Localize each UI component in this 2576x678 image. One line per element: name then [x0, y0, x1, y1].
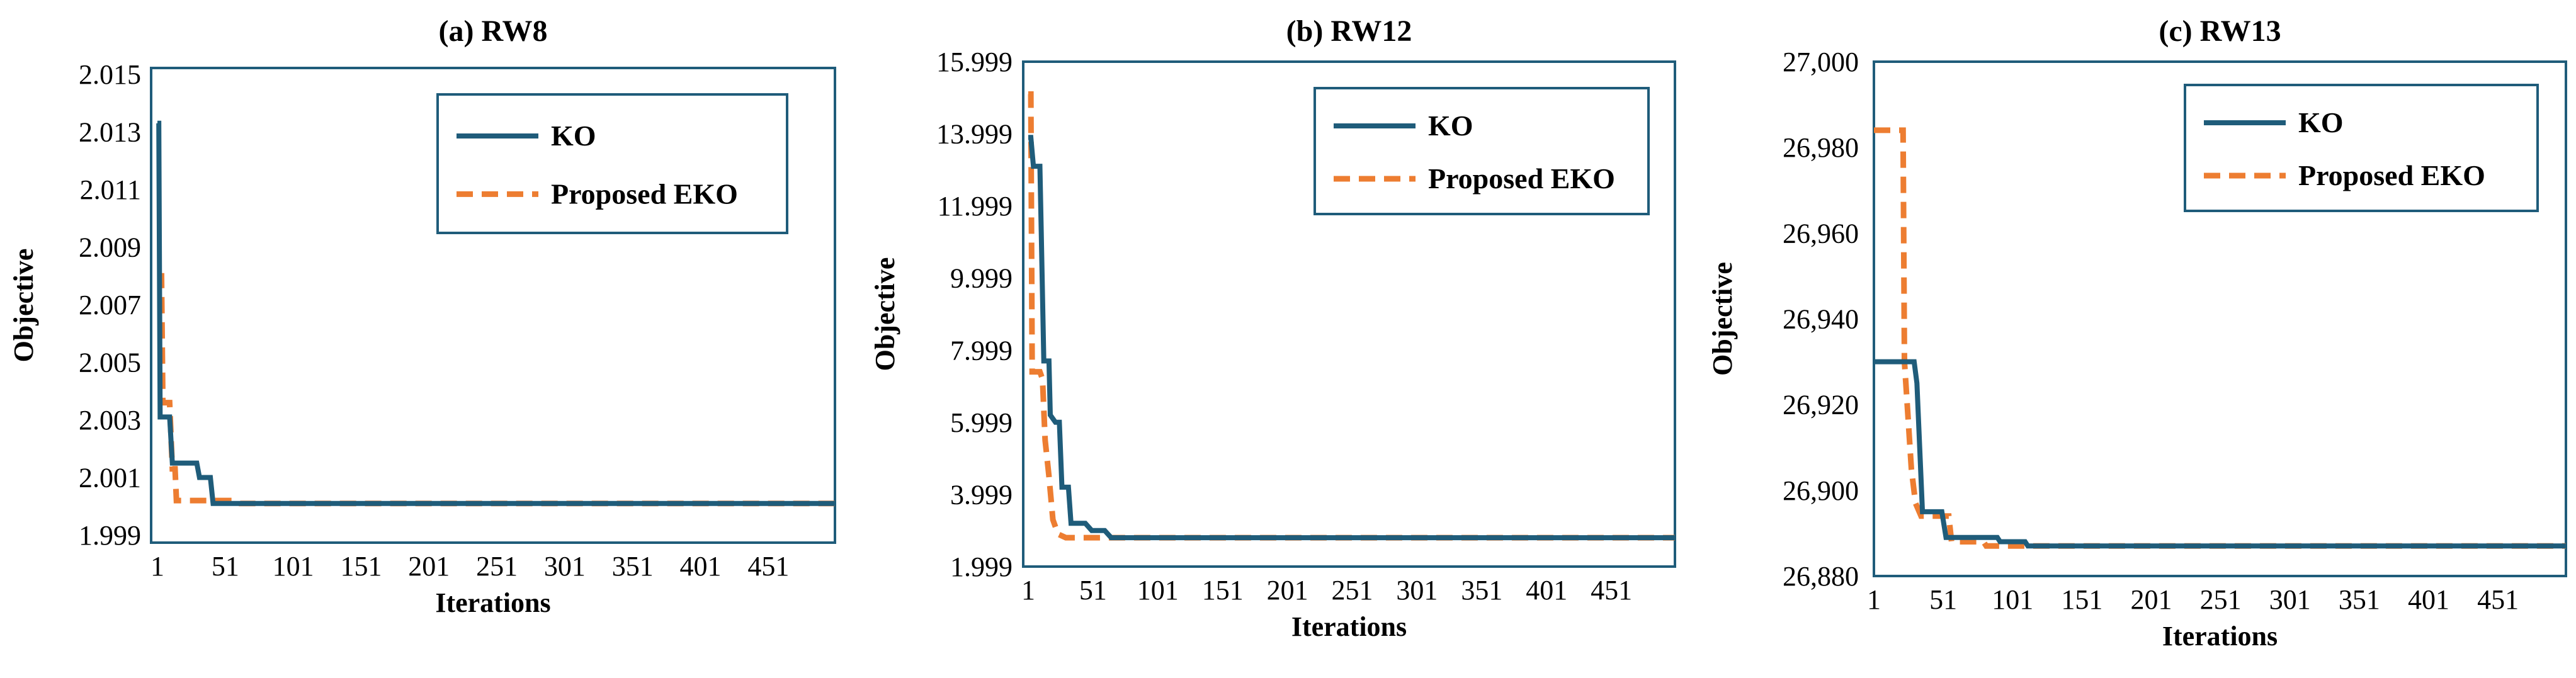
series-line-proposed-eko — [1028, 91, 1675, 541]
x-tick-label: 151 — [2061, 584, 2102, 615]
x-tick-label: 301 — [2269, 584, 2311, 615]
y-tick-label: 26,940 — [1783, 304, 1859, 335]
x-tick-label: 301 — [544, 551, 586, 582]
x-tick-label: 51 — [1079, 575, 1107, 606]
x-tick-label: 351 — [2339, 584, 2380, 615]
x-tick-label: 251 — [476, 551, 518, 582]
y-tick-label: 27,000 — [1783, 47, 1859, 77]
x-tick-label: 151 — [340, 551, 382, 582]
chart-title: (a) RW8 — [439, 14, 548, 48]
y-axis-label: Objective — [1707, 262, 1738, 376]
x-tick-label: 51 — [212, 551, 239, 582]
legend: KO Proposed EKO — [2184, 84, 2539, 212]
y-axis-label: Objective — [8, 249, 39, 363]
series-line-ko — [1028, 135, 1675, 541]
legend-label-ko: KO — [551, 120, 596, 152]
x-tick-label: 201 — [2130, 584, 2172, 615]
legend-label-proposed-eko: Proposed EKO — [2298, 159, 2485, 191]
x-tick-label: 401 — [2408, 584, 2449, 615]
x-tick-label: 401 — [680, 551, 722, 582]
y-tick-label: 2.005 — [79, 347, 141, 378]
legend-label-proposed-eko: Proposed EKO — [551, 178, 738, 210]
legend-label-proposed-eko: Proposed EKO — [1428, 162, 1615, 195]
x-tick-label: 1 — [1021, 575, 1035, 606]
y-tick-label: 9.999 — [950, 263, 1013, 294]
y-tick-label: 2.015 — [79, 59, 141, 90]
series-line-proposed-eko — [157, 273, 835, 507]
y-tick-label: 7.999 — [950, 335, 1013, 366]
x-tick-label: 101 — [1992, 584, 2033, 615]
x-tick-label: 351 — [1461, 575, 1502, 606]
y-tick-label: 1.999 — [950, 551, 1013, 582]
x-tick-label: 1 — [150, 551, 164, 582]
y-tick-label: 2.011 — [80, 174, 141, 205]
x-tick-label: 51 — [1929, 584, 1957, 615]
plot-frame — [1873, 60, 2567, 577]
chart-panel-1: (a) RW8 1.999 2.001 2.003 2.005 2.007 2.009 2.0… — [8, 14, 836, 618]
x-tick-label: 451 — [1591, 575, 1632, 606]
y-tick-label: 2.001 — [79, 463, 141, 494]
plot-frame — [150, 67, 836, 544]
y-tick-label: 15.999 — [936, 47, 1013, 77]
x-tick-label: 101 — [273, 551, 314, 582]
legend-box — [2184, 84, 2539, 212]
x-axis-label: Iterations — [1291, 611, 1407, 642]
legend-label-ko: KO — [1428, 110, 1473, 142]
y-axis-label: Objective — [870, 257, 900, 371]
x-tick-label: 251 — [1332, 575, 1373, 606]
x-tick-label: 401 — [1526, 575, 1567, 606]
series-line-ko — [156, 120, 835, 506]
x-tick-label: 451 — [747, 551, 789, 582]
x-tick-label: 201 — [408, 551, 450, 582]
legend: KO Proposed EKO — [1314, 87, 1650, 215]
y-tick-label: 3.999 — [950, 479, 1013, 510]
chart-panel-3: (c) RW13 26,880 26,900 26,920 26,940 26,960 26… — [1707, 14, 2567, 652]
x-tick-label: 201 — [1267, 575, 1308, 606]
legend-box — [1314, 87, 1650, 215]
y-tick-label: 26,900 — [1783, 475, 1859, 506]
x-tick-label: 251 — [2200, 584, 2242, 615]
legend-box — [436, 93, 788, 234]
y-tick-label: 13.999 — [936, 119, 1013, 150]
x-tick-label: 451 — [2477, 584, 2519, 615]
plot-frame — [1022, 60, 1676, 568]
y-tick-label: 2.013 — [79, 117, 141, 148]
y-tick-label: 26,980 — [1783, 132, 1859, 163]
x-tick-label: 101 — [1137, 575, 1179, 606]
y-tick-label: 2.009 — [79, 232, 141, 263]
chart-title: (c) RW13 — [2159, 14, 2281, 48]
x-tick-label: 301 — [1396, 575, 1438, 606]
x-tick-label: 151 — [1202, 575, 1244, 606]
y-tick-label: 26,880 — [1783, 561, 1859, 592]
y-tick-label: 11.999 — [938, 191, 1013, 222]
x-tick-label: 1 — [1867, 584, 1881, 615]
series-line-proposed-eko — [1874, 127, 2566, 549]
x-tick-label: 351 — [612, 551, 654, 582]
legend: KO Proposed EKO — [436, 93, 788, 234]
y-tick-label: 2.007 — [79, 290, 141, 320]
chart-panel-2: (b) RW12 1.999 3.999 5.999 7.999 9.999 11.999 1… — [870, 14, 1676, 642]
y-tick-label: 26,920 — [1783, 390, 1859, 421]
y-tick-label: 26,960 — [1783, 218, 1859, 249]
y-tick-label: 2.003 — [79, 405, 141, 436]
x-axis-label: Iterations — [2162, 621, 2278, 652]
chart-title: (b) RW12 — [1286, 14, 1412, 48]
x-axis-label: Iterations — [435, 587, 550, 618]
y-tick-label: 1.999 — [79, 520, 141, 551]
legend-label-ko: KO — [2298, 106, 2344, 138]
series-line-ko — [1874, 359, 2566, 549]
y-tick-label: 5.999 — [950, 407, 1013, 438]
